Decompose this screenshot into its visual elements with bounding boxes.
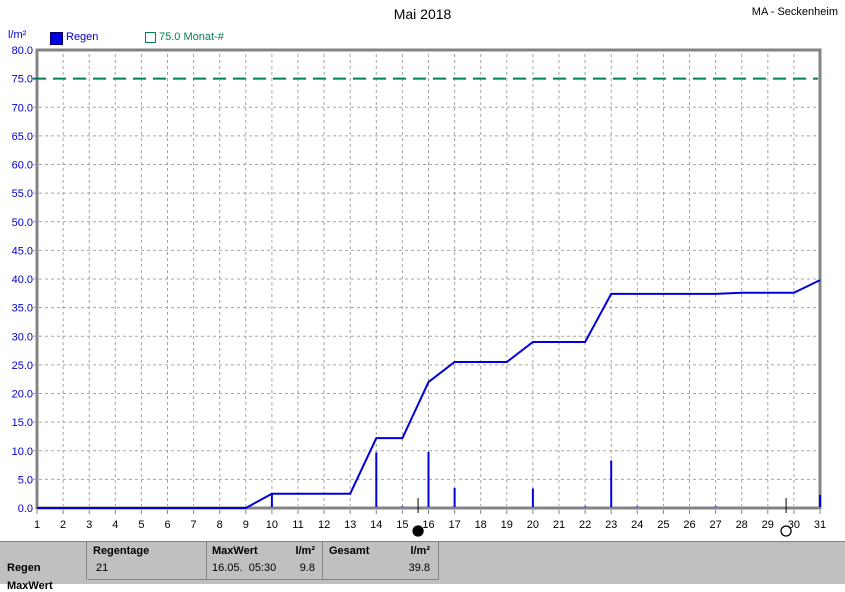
x-tick-label: 21 [553, 519, 565, 531]
x-tick-label: 1 [34, 519, 40, 531]
x-tick-label: 28 [736, 519, 748, 531]
statusbar-row-label-maxwert: MaxWert [7, 580, 53, 592]
x-tick-label: 12 [318, 519, 330, 531]
x-tick-label: 14 [370, 519, 382, 531]
y-tick-label: 0.0 [18, 503, 33, 515]
y-tick-label: 25.0 [12, 360, 33, 372]
full-moon-icon [780, 525, 792, 537]
x-tick-label: 27 [709, 519, 721, 531]
statusbar-value-gesamt-amount: 39.8 [408, 562, 430, 574]
x-tick-label: 2 [60, 519, 66, 531]
y-tick-label: 65.0 [12, 131, 33, 143]
x-tick-label: 24 [631, 519, 643, 531]
legend-regen-swatch-icon [50, 32, 63, 45]
statusbar-unit-maxwert: l/m² [295, 545, 315, 557]
legend-threshold-label: 75.0 Monat-# [159, 31, 224, 43]
statusbar-header-maxwert: MaxWert [212, 545, 258, 557]
x-tick-label: 16 [422, 519, 434, 531]
x-tick-label: 19 [501, 519, 513, 531]
y-tick-label: 45.0 [12, 245, 33, 257]
legend-regen-label: Regen [66, 31, 99, 43]
statusbar-value-regentage: 21 [96, 562, 109, 574]
cumulative-rain-line [37, 279, 821, 509]
station-label: MA - Seckenheim [751, 6, 838, 18]
y-tick-label: 70.0 [12, 102, 33, 114]
statusbar-header-regentage: Regentage [93, 545, 150, 557]
y-tick-label: 5.0 [18, 474, 33, 486]
x-tick-label: 13 [344, 519, 356, 531]
x-tick-label: 31 [814, 519, 826, 531]
y-tick-label: 35.0 [12, 303, 33, 315]
x-tick-label: 6 [164, 519, 170, 531]
statusbar-value-maxwert-amount: 9.8 [299, 562, 315, 574]
y-tick-label: 15.0 [12, 417, 33, 429]
x-tick-label: 7 [191, 519, 197, 531]
statusbar-value-maxwert-datetime: 16.05. 05:30 [212, 562, 277, 574]
statusbar-separator [86, 542, 87, 580]
chart-canvas[interactable]: 0.0 5.0 10.0 15.0 20.0 25.0 30.0 35.0 40.0 45.0 50… [0, 0, 845, 545]
x-tick-label: 17 [448, 519, 460, 531]
y-tick-label: 60.0 [12, 160, 33, 172]
x-tick-label: 22 [579, 519, 591, 531]
statusbar-row-divider [88, 579, 438, 580]
x-tick-label: 5 [138, 519, 144, 531]
statusbar-separator [438, 542, 439, 580]
y-tick-label: 20.0 [12, 389, 33, 401]
x-tick-label: 9 [243, 519, 249, 531]
y-axis-unit-label: l/m² [8, 29, 27, 41]
x-tick-label: 10 [266, 519, 278, 531]
x-tick-label: 18 [475, 519, 487, 531]
y-tick-label: 30.0 [12, 331, 33, 343]
y-tick-label: 75.0 [12, 74, 33, 86]
statusbar-row-label-regen: Regen [7, 562, 41, 574]
x-tick-label: 29 [762, 519, 774, 531]
y-tick-label: 80.0 [12, 45, 33, 57]
page-title: Mai 2018 [393, 6, 452, 22]
status-bar: Regen MaxWert Regentage 21 MaxWert l/m² … [0, 541, 845, 592]
statusbar-separator [206, 542, 207, 580]
x-tick-label: 15 [396, 519, 408, 531]
statusbar-header-gesamt: Gesamt [329, 545, 370, 557]
x-tick-label: 25 [657, 519, 669, 531]
x-tick-label: 8 [217, 519, 223, 531]
new-moon-icon [412, 525, 424, 537]
x-tick-label: 3 [86, 519, 92, 531]
y-tick-label: 55.0 [12, 188, 33, 200]
x-tick-label: 4 [112, 519, 118, 531]
y-tick-label: 10.0 [12, 446, 33, 458]
x-tick-label: 23 [605, 519, 617, 531]
statusbar-separator [322, 542, 323, 580]
x-tick-label: 26 [683, 519, 695, 531]
legend-threshold-swatch-icon [145, 32, 156, 43]
y-tick-label: 40.0 [12, 274, 33, 286]
y-tick-label: 50.0 [12, 217, 33, 229]
statusbar-unit-gesamt: l/m² [410, 545, 430, 557]
plot-frame [35, 48, 822, 510]
x-tick-label: 11 [292, 519, 303, 531]
x-tick-label: 20 [527, 519, 539, 531]
